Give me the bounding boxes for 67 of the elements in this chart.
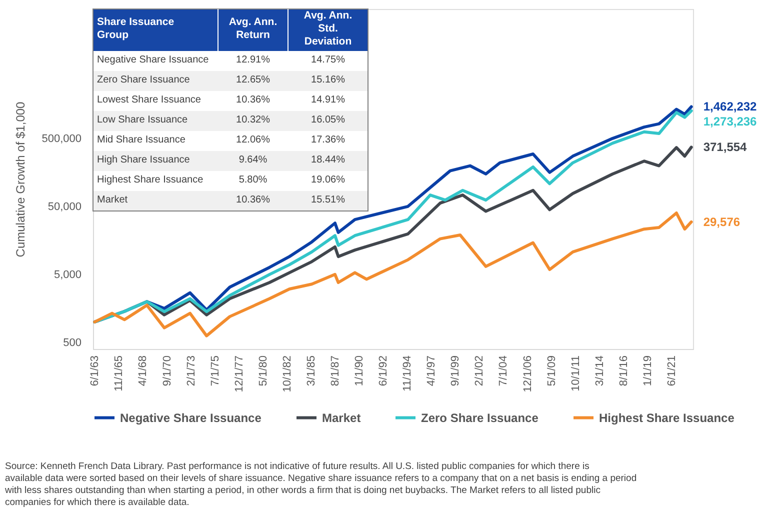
x-tick-label: 8/1/16 [618,356,630,386]
annotation: 1,273,236 [703,114,758,129]
x-tick-label: 8/1/87 [329,356,342,386]
x-tick-label: 12/1/06 [522,356,534,392]
annotation: 18.44% [311,154,346,166]
x-tick-label: 9/1/99 [450,356,462,386]
x-tick-label: 4/1/68 [137,356,150,386]
x-tick-label: 1/1/19 [642,356,654,386]
x-tick-label: 11/1/94 [402,356,414,392]
x-tick-label: 5/1/09 [546,356,558,386]
x-tick-label: 6/1/21 [666,356,678,386]
legend-label: Zero Share Issuance [421,410,539,425]
annotation: 10.36% [236,94,270,106]
annotation: Market [97,194,128,206]
x-tick-label: 3/1/14 [594,356,606,386]
x-tick-label: 4/1/97 [426,356,438,386]
x-tick-label: 5/1/80 [257,356,270,386]
annotation: Avg. Ann. Return [228,16,278,41]
annotation: 15.51% [311,194,346,206]
annotation: 16.05% [311,114,346,126]
annotation: 5.80% [238,174,268,186]
legend-label: Negative Share Issuance [120,410,262,425]
x-tick-label: 12/1/77 [233,356,246,392]
annotation: Negative Share Issuance [97,54,210,66]
annotation: Mid Share Issuance [97,134,186,146]
annotation: 15.16% [311,74,346,86]
y-tick-label: 50,000 [48,200,82,213]
annotation: 9.64% [238,154,268,166]
x-tick-label: 6/1/92 [378,356,390,386]
annotation: 12.91% [236,54,270,66]
x-tick-label: 7/1/04 [498,356,510,386]
annotation: Avg. Ann. Std. Deviation [304,10,352,48]
legend-label: Market [322,410,361,425]
annotation: 371,554 [703,140,748,154]
y-tick-label: 500,000 [42,132,82,145]
y-tick-label: 5,000 [54,268,82,281]
annotation: High Share Issuance [97,154,190,166]
annotation: 19.06% [311,174,346,186]
x-tick-label: 3/1/85 [305,356,318,386]
annotation: 12.06% [236,134,270,146]
source-note: Source: Kenneth French Data Library. Past performance is not indicative of future results. All U.S. listed public companies for which there is available data were sorted based on their levels of share issuance. Negative share issuance refers to a company that on a net basis is ending a period with less shares outstanding than when starting a period, in other words a firm that is doing net buybacks. The Market refers to all listed public companies for which there is available data. [4,461,637,508]
annotation: 10.32% [236,114,270,126]
annotation: Share Issuance Group [97,16,174,41]
annotation: Low Share Issuance [97,114,188,126]
x-tick-label: 2/1/73 [185,356,198,386]
x-tick-label: 7/1/75 [209,356,222,386]
x-tick-label: 1/1/90 [354,356,366,386]
annotation: 10.36% [236,194,270,206]
x-tick-label: 9/1/70 [161,356,174,386]
line-series [93,212,693,338]
annotation: 12.65% [236,74,270,86]
legend-label: Highest Share Issuance [599,410,735,425]
annotation: 14.91% [311,94,346,106]
x-tick-label: 10/1/11 [570,356,582,392]
annotation: Zero Share Issuance [97,74,190,86]
y-axis-title: Cumulative Growth of $1,000 [14,101,28,258]
x-tick-label: 10/1/82 [281,356,294,392]
annotation: Lowest Share Issuance [97,94,202,106]
annotation: 17.36% [311,134,346,146]
y-tick-label: 500 [63,336,82,349]
annotation: 1,462,232 [703,100,758,114]
x-tick-label: 11/1/65 [113,356,126,392]
x-tick-label: 2/1/02 [474,356,486,386]
annotation: Highest Share Issuance [97,174,204,186]
annotation: 14.75% [311,54,346,66]
annotation: 29,576 [703,214,740,229]
x-tick-label: 6/1/63 [89,356,102,386]
